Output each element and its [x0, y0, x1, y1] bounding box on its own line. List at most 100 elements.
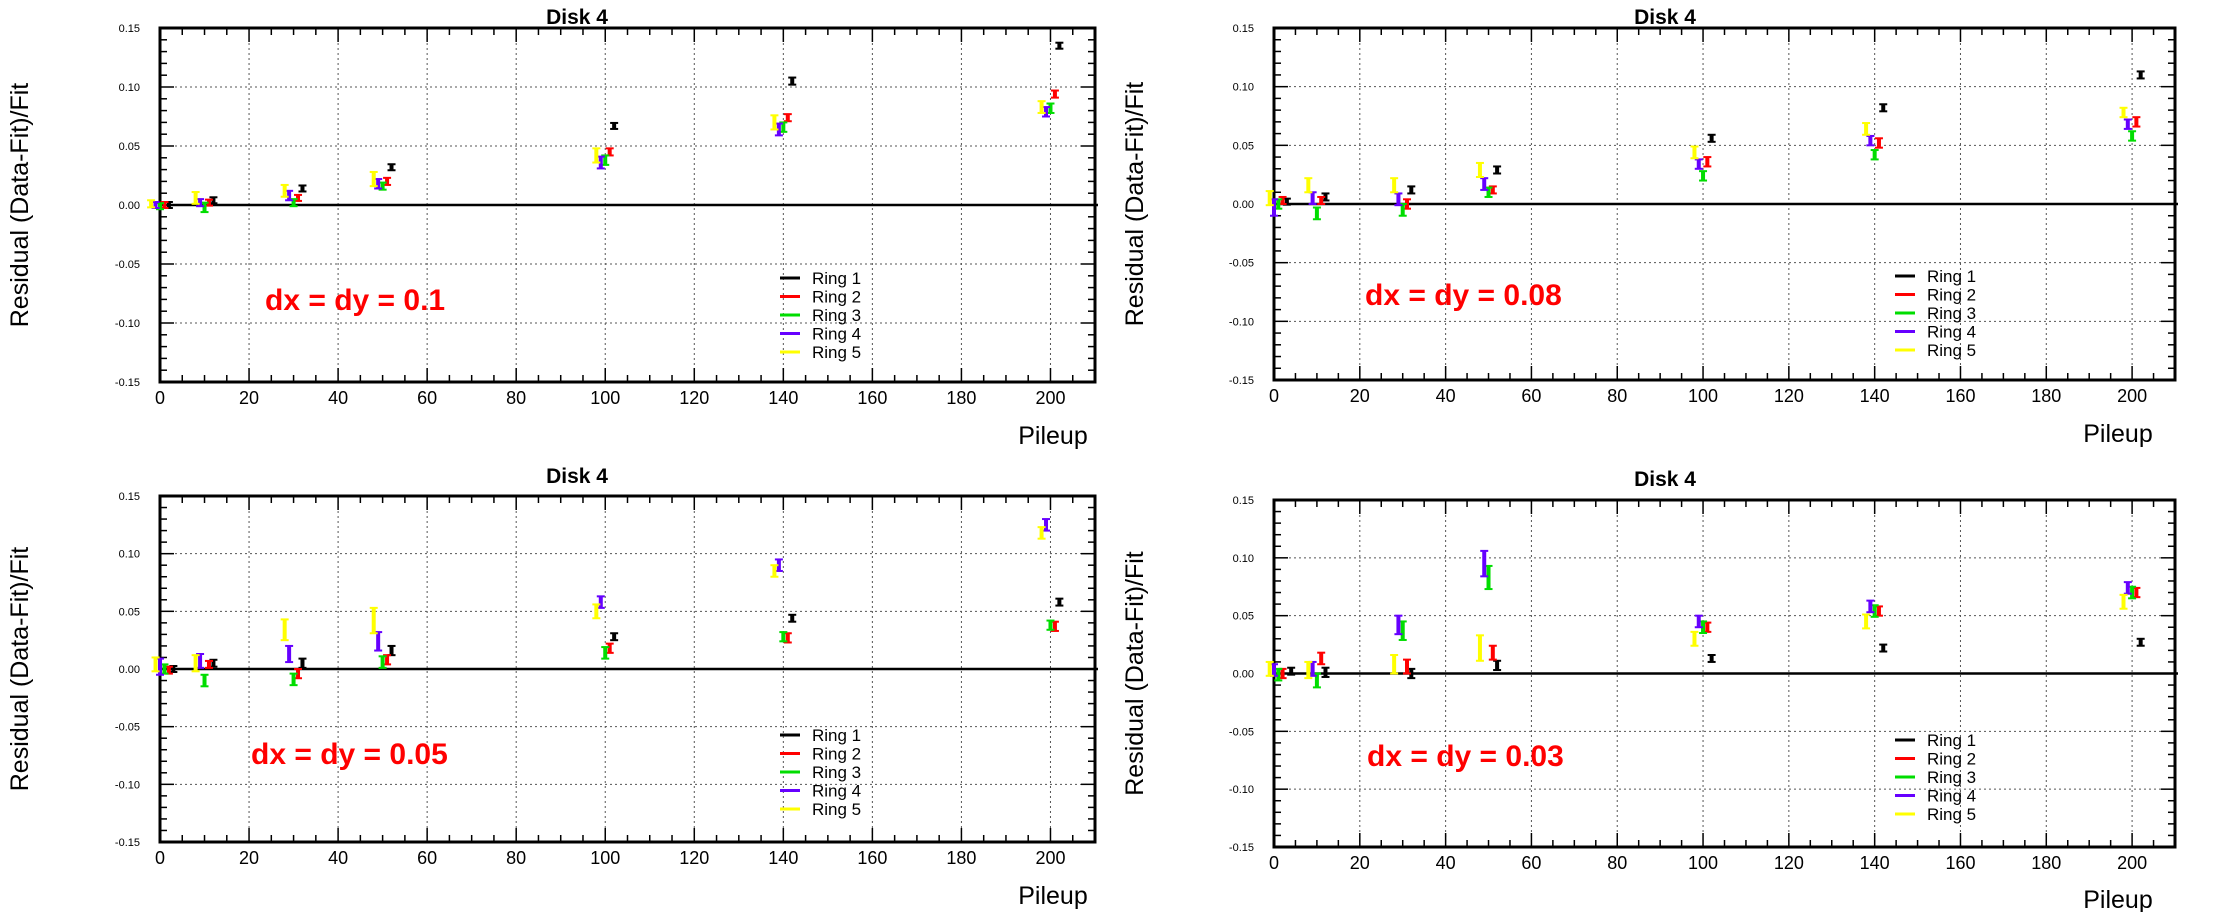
fit-parameter-annotation: dx = dy = 0.08 — [1365, 279, 1562, 312]
y-tick-label: -0.15 — [115, 837, 140, 849]
x-tick-label: 0 — [155, 388, 165, 408]
x-tick-label: 40 — [1436, 853, 1456, 873]
legend-label: Ring 5 — [1927, 805, 1976, 824]
legend-label: Ring 5 — [812, 343, 861, 362]
x-tick-label: 200 — [1035, 388, 1065, 408]
y-tick-label: -0.15 — [1229, 842, 1254, 854]
legend-label: Ring 2 — [812, 288, 861, 307]
legend-label: Ring 1 — [812, 269, 861, 288]
series-ring-1 — [169, 597, 1064, 673]
y-tick-label: -0.10 — [1229, 784, 1254, 796]
x-tick-label: 20 — [1350, 386, 1370, 406]
y-tick-label: -0.15 — [115, 377, 140, 389]
x-axis-label: Pileup — [1018, 422, 1088, 450]
x-tick-label: 40 — [328, 848, 348, 868]
chart-panel-2: 0 20 40 60 80 100 120 140 160 180 200 -0.15 -0.10 -0.… — [1121, 6, 2178, 448]
x-tick-label: 0 — [155, 848, 165, 868]
x-tick-label: 20 — [1350, 853, 1370, 873]
legend-label: Ring 4 — [812, 325, 861, 344]
y-tick-label: -0.05 — [115, 722, 140, 734]
x-tick-label: 80 — [1607, 853, 1627, 873]
y-tick-label: 0.10 — [1233, 82, 1254, 94]
x-tick-label: 180 — [946, 388, 976, 408]
y-tick-label: 0.10 — [1233, 553, 1254, 565]
fit-parameter-annotation: dx = dy = 0.05 — [251, 738, 448, 771]
y-tick-label: 0.15 — [1233, 495, 1254, 507]
y-tick-label: 0.00 — [1233, 199, 1254, 211]
legend-label: Ring 3 — [812, 306, 861, 325]
series-ring-2 — [1278, 586, 2141, 680]
y-tick-label: 0.00 — [119, 664, 140, 676]
x-tick-label: 120 — [679, 848, 709, 868]
x-tick-label: 80 — [506, 388, 526, 408]
series-ring-2 — [1278, 116, 2141, 210]
x-tick-label: 120 — [1774, 386, 1804, 406]
chart-title: Disk 4 — [1634, 468, 1696, 491]
y-axis-label: Residual (Data-Fit)/Fit — [1121, 551, 1149, 796]
y-tick-label: 0.15 — [1233, 23, 1254, 35]
x-tick-label: 180 — [2031, 386, 2061, 406]
y-tick-label: -0.15 — [1229, 375, 1254, 387]
legend-label: Ring 2 — [812, 745, 861, 764]
x-tick-label: 40 — [1436, 386, 1456, 406]
y-tick-label: -0.10 — [115, 318, 140, 330]
x-tick-label: 140 — [768, 388, 798, 408]
series-ring-4 — [1270, 118, 2132, 217]
y-tick-label: 0.05 — [1233, 140, 1254, 152]
legend-label: Ring 4 — [812, 782, 861, 801]
x-tick-label: 200 — [2117, 386, 2147, 406]
fit-parameter-annotation: dx = dy = 0.1 — [265, 284, 445, 317]
series-ring-4 — [156, 518, 1051, 676]
y-tick-label: 0.00 — [119, 200, 140, 212]
legend-label: Ring 5 — [812, 800, 861, 819]
series-ring-5 — [1265, 593, 2128, 680]
y-tick-label: 0.10 — [119, 82, 140, 94]
y-tick-label: 0.05 — [119, 606, 140, 618]
series-ring-3 — [1274, 564, 2137, 689]
legend-label: Ring 3 — [1927, 768, 1976, 787]
legend-label: Ring 1 — [1927, 731, 1976, 750]
x-tick-label: 160 — [857, 848, 887, 868]
x-tick-label: 40 — [328, 388, 348, 408]
x-tick-label: 140 — [1860, 386, 1890, 406]
legend-label: Ring 1 — [812, 726, 861, 745]
chart-panel-1: 0 20 40 60 80 100 120 140 160 180 200 -0.15 -0.10 -0.… — [6, 6, 1098, 450]
x-tick-label: 180 — [2031, 853, 2061, 873]
x-tick-label: 100 — [590, 388, 620, 408]
x-tick-label: 80 — [506, 848, 526, 868]
series-ring-1 — [1287, 637, 2145, 680]
chart-panel-3: 0 20 40 60 80 100 120 140 160 180 200 -0.15 -0.10 -0.… — [6, 465, 1098, 910]
y-tick-label: -0.10 — [115, 779, 140, 791]
x-tick-label: 140 — [1860, 853, 1890, 873]
x-tick-label: 120 — [679, 388, 709, 408]
series-ring-1 — [1282, 70, 2145, 206]
series-ring-4 — [1270, 549, 2132, 677]
legend-label: Ring 4 — [1927, 787, 1976, 806]
x-tick-label: 160 — [1945, 386, 1975, 406]
y-tick-label: 0.10 — [119, 549, 140, 561]
series-ring-1 — [164, 41, 1064, 209]
chart-title: Disk 4 — [1634, 6, 1696, 29]
x-tick-label: 60 — [1521, 386, 1541, 406]
x-tick-label: 20 — [239, 848, 259, 868]
series-ring-5 — [151, 526, 1046, 673]
legend-label: Ring 4 — [1927, 323, 1976, 342]
x-tick-label: 0 — [1269, 853, 1279, 873]
x-axis-label: Pileup — [1018, 882, 1088, 910]
x-tick-label: 160 — [1945, 853, 1975, 873]
series-ring-5 — [1265, 106, 2128, 207]
x-tick-label: 60 — [1521, 853, 1541, 873]
chart-title: Disk 4 — [546, 465, 608, 488]
series-ring-2 — [164, 620, 1059, 680]
y-tick-label: 0.05 — [1233, 611, 1254, 623]
y-tick-label: -0.05 — [115, 259, 140, 271]
y-axis-label: Residual (Data-Fit)/Fit — [6, 547, 34, 792]
y-tick-label: 0.00 — [1233, 669, 1254, 681]
series-ring-3 — [160, 619, 1055, 688]
x-tick-label: 200 — [1035, 848, 1065, 868]
